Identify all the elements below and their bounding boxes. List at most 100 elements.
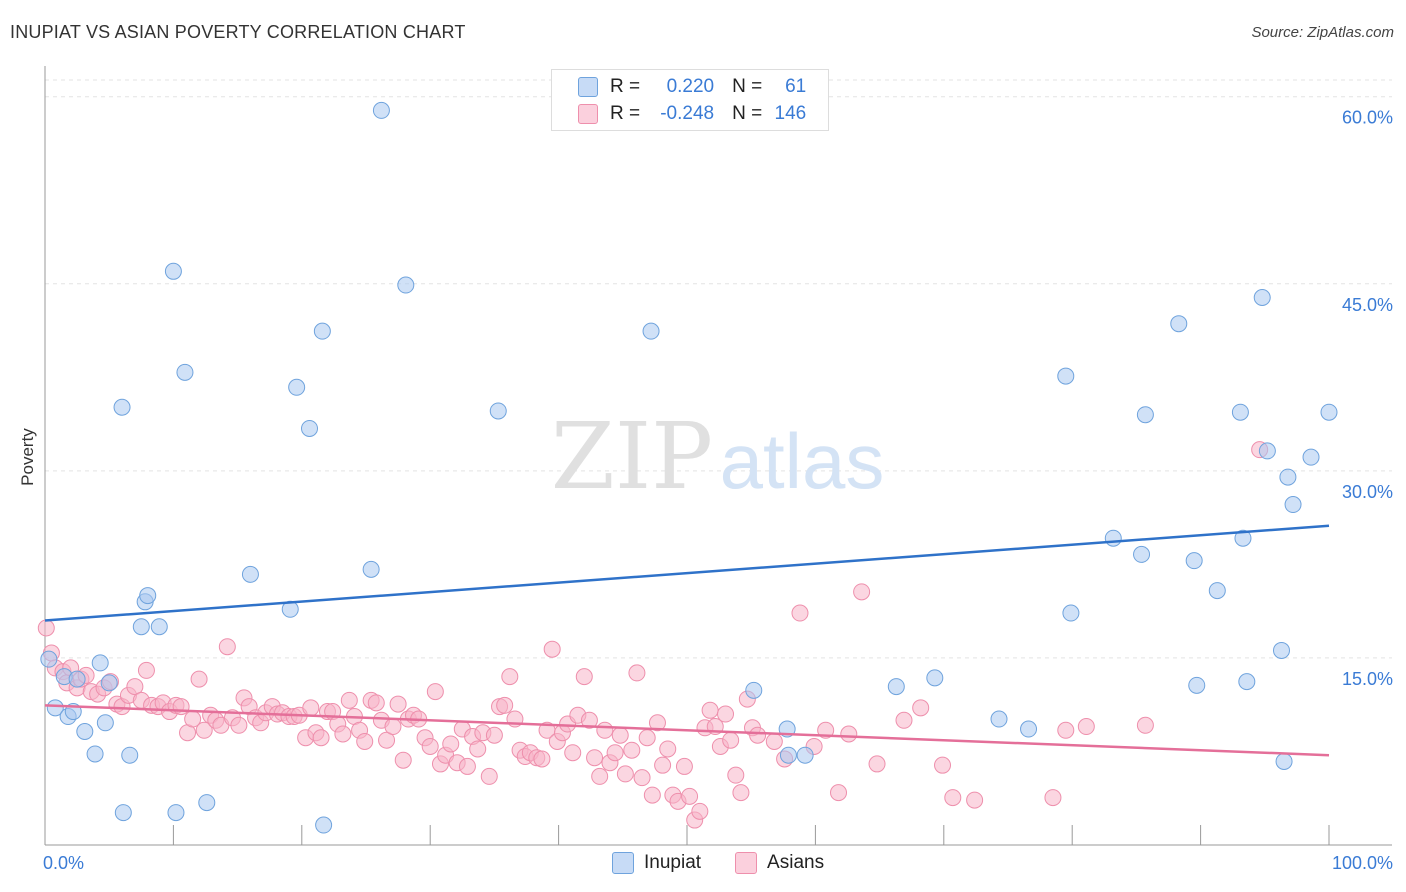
inupiat-point xyxy=(779,746,797,764)
inupiat-point xyxy=(1133,545,1151,563)
inupiat-point xyxy=(1231,403,1249,421)
inupiat-point xyxy=(926,669,944,687)
watermark-zip: ZIP xyxy=(551,403,713,510)
inupiat-point xyxy=(372,101,390,119)
asians-point xyxy=(356,732,374,750)
asians-point xyxy=(575,668,593,686)
asians-point xyxy=(485,726,503,744)
asians-point xyxy=(895,711,913,729)
asians-point xyxy=(966,791,984,809)
asians-point xyxy=(480,767,498,785)
inupiat-point xyxy=(150,618,168,636)
legend-r-value: -0.248 xyxy=(660,103,715,124)
inupiat-point xyxy=(1188,676,1206,694)
inupiat-point xyxy=(1258,442,1276,460)
asians-point xyxy=(190,670,208,688)
inupiat-point xyxy=(288,378,306,396)
inupiat-point xyxy=(642,322,660,340)
inupiat-point xyxy=(96,714,114,732)
asians-point xyxy=(218,638,236,656)
inupiat-point xyxy=(40,650,58,668)
legend-label-inupiat: Inupiat xyxy=(644,852,702,873)
asians-trend-line xyxy=(44,704,1330,757)
asians-point xyxy=(616,765,634,783)
asians-point xyxy=(791,604,809,622)
inupiat-point xyxy=(139,587,157,605)
asians-point xyxy=(732,784,750,802)
asians-point xyxy=(334,725,352,743)
asians-point xyxy=(367,694,385,712)
asians-point xyxy=(389,695,407,713)
inupiat-point xyxy=(362,560,380,578)
legend-swatch-asians xyxy=(578,104,598,124)
asians-point xyxy=(312,729,330,747)
asians-point xyxy=(727,766,745,784)
legend-swatch-inupiat xyxy=(612,852,634,874)
asians-point xyxy=(137,661,155,679)
asians-point xyxy=(853,583,871,601)
inupiat-point xyxy=(796,746,814,764)
inupiat-point xyxy=(1275,752,1293,770)
inupiat-point xyxy=(1185,552,1203,570)
asians-point xyxy=(1136,716,1154,734)
inupiat-point xyxy=(887,678,905,696)
inupiat-point xyxy=(1234,529,1252,547)
x-tick-label: 0.0% xyxy=(43,853,84,873)
asians-point xyxy=(628,664,646,682)
inupiat-point xyxy=(301,419,319,437)
asians-point xyxy=(765,732,783,750)
asians-point xyxy=(426,683,444,701)
trend-lines xyxy=(44,524,1330,757)
inupiat-point xyxy=(1208,582,1226,600)
asians-point xyxy=(681,787,699,805)
axis-labels: 15.0% 30.0% 45.0% 60.0% 0.0% 100.0% Poverty xyxy=(18,108,1393,873)
legend-row-inupiat: R = 0.220 N = 61 xyxy=(578,75,806,99)
chart-title: INUPIAT VS ASIAN POVERTY CORRELATION CHA… xyxy=(10,22,466,42)
asians-point xyxy=(868,755,886,773)
y-axis-label: Poverty xyxy=(18,428,37,486)
asians-point xyxy=(830,784,848,802)
inupiat-points xyxy=(40,101,1338,834)
legend-n-value: 61 xyxy=(785,76,807,97)
asians-point xyxy=(749,726,767,744)
asians-point xyxy=(912,699,930,717)
asians-point xyxy=(643,786,661,804)
asians-point xyxy=(533,750,551,768)
asians-point xyxy=(340,691,358,709)
inupiat-point xyxy=(1057,367,1075,385)
asians-point xyxy=(633,769,651,787)
asians-point xyxy=(596,721,614,739)
inupiat-point xyxy=(121,746,139,764)
asians-point xyxy=(195,721,213,739)
legend-r-label: R = xyxy=(610,76,641,97)
asians-point xyxy=(606,744,624,762)
inupiat-point xyxy=(114,804,132,822)
asians-point xyxy=(1044,789,1062,807)
asians-point xyxy=(691,802,709,820)
asians-point xyxy=(458,757,476,775)
asians-point xyxy=(543,640,561,658)
y-tick-label: 45.0% xyxy=(1342,295,1393,315)
asians-point xyxy=(1057,721,1075,739)
asians-point xyxy=(172,698,190,716)
asians-point xyxy=(722,731,740,749)
asians-point xyxy=(586,749,604,767)
legend-swatch-asians xyxy=(735,852,758,874)
legend-n-label: N = xyxy=(732,103,763,124)
asians-point xyxy=(675,757,693,775)
source-credit: Source: ZipAtlas.com xyxy=(1251,24,1394,41)
y-tick-label: 15.0% xyxy=(1342,669,1393,689)
y-tick-label: 30.0% xyxy=(1342,482,1393,502)
watermark: ZIP atlas xyxy=(551,403,884,510)
asians-point xyxy=(469,740,487,758)
asians-point xyxy=(394,751,412,769)
asians-point xyxy=(659,740,677,758)
inupiat-point xyxy=(1279,468,1297,486)
inupiat-point xyxy=(1238,673,1256,691)
asians-point xyxy=(638,729,656,747)
legend-n-label: N = xyxy=(732,76,763,97)
inupiat-point xyxy=(1253,288,1271,306)
inupiat-point xyxy=(132,618,150,636)
inupiat-point xyxy=(990,710,1008,728)
inupiat-point xyxy=(241,565,259,583)
